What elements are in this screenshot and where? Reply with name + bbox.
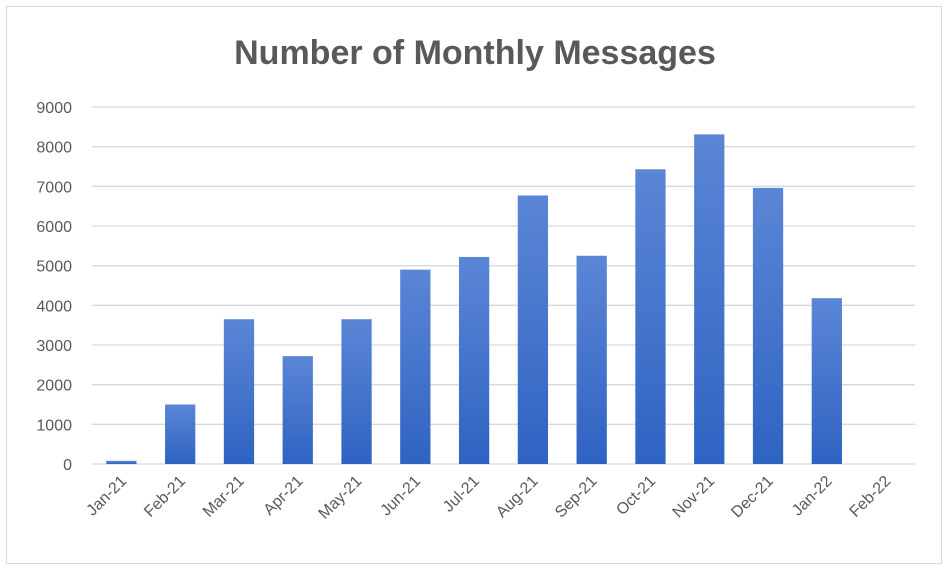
bar-sep-21: [576, 255, 607, 464]
y-tick-label: 1000: [36, 417, 72, 434]
x-tick-label: Mar-21: [200, 473, 248, 521]
y-tick-label: 6000: [36, 219, 72, 236]
y-tick-label: 4000: [36, 298, 72, 315]
x-tick-label: Jul-21: [440, 473, 483, 516]
y-tick-label: 9000: [36, 100, 72, 117]
gridlines: [92, 106, 915, 465]
x-tick-label: Aug-21: [493, 473, 542, 522]
x-tick-label: Jun-21: [378, 473, 425, 520]
x-tick-label: Jan-21: [84, 473, 131, 520]
chart-title: Number of Monthly Messages: [234, 34, 716, 72]
bars: [106, 134, 842, 465]
x-tick-label: May-21: [316, 473, 366, 523]
x-tick-label: Jan-22: [789, 473, 836, 520]
bar-jan-22: [811, 298, 842, 464]
y-tick-label: 8000: [36, 140, 72, 157]
bar-oct-21: [635, 169, 666, 464]
bar-jun-21: [400, 269, 431, 464]
y-tick-label: 7000: [36, 179, 72, 196]
bar-feb-21: [165, 404, 196, 464]
y-tick-label: 2000: [36, 378, 72, 395]
x-tick-label: Oct-21: [613, 473, 659, 519]
bar-mar-21: [223, 319, 255, 464]
x-tick-label: Apr-21: [261, 473, 307, 519]
bar-apr-21: [282, 356, 313, 464]
bar-may-21: [341, 319, 372, 464]
y-tick-label: 3000: [36, 338, 72, 355]
x-axis-tick-labels: Jan-21 Feb-21 Mar-21 Apr-21 May-21 Jun-21 Jul-…: [84, 473, 895, 523]
y-tick-label: 5000: [36, 259, 72, 276]
x-tick-label: Nov-21: [670, 473, 719, 522]
x-tick-label: Dec-21: [728, 473, 777, 522]
bar-jan-21: [106, 460, 137, 464]
bar-nov-21: [694, 134, 725, 464]
bar-dec-21: [752, 187, 784, 465]
bar-aug-21: [517, 195, 549, 464]
x-tick-label: Feb-22: [847, 473, 895, 521]
y-axis-tick-labels: 0 1000 2000 3000 4000 5000 6000 7000 8000 9000: [36, 100, 72, 474]
x-tick-label: Sep-21: [552, 473, 601, 522]
bar-jul-21: [458, 256, 490, 464]
x-tick-label: Feb-21: [141, 473, 189, 521]
y-tick-label: 0: [63, 457, 72, 474]
